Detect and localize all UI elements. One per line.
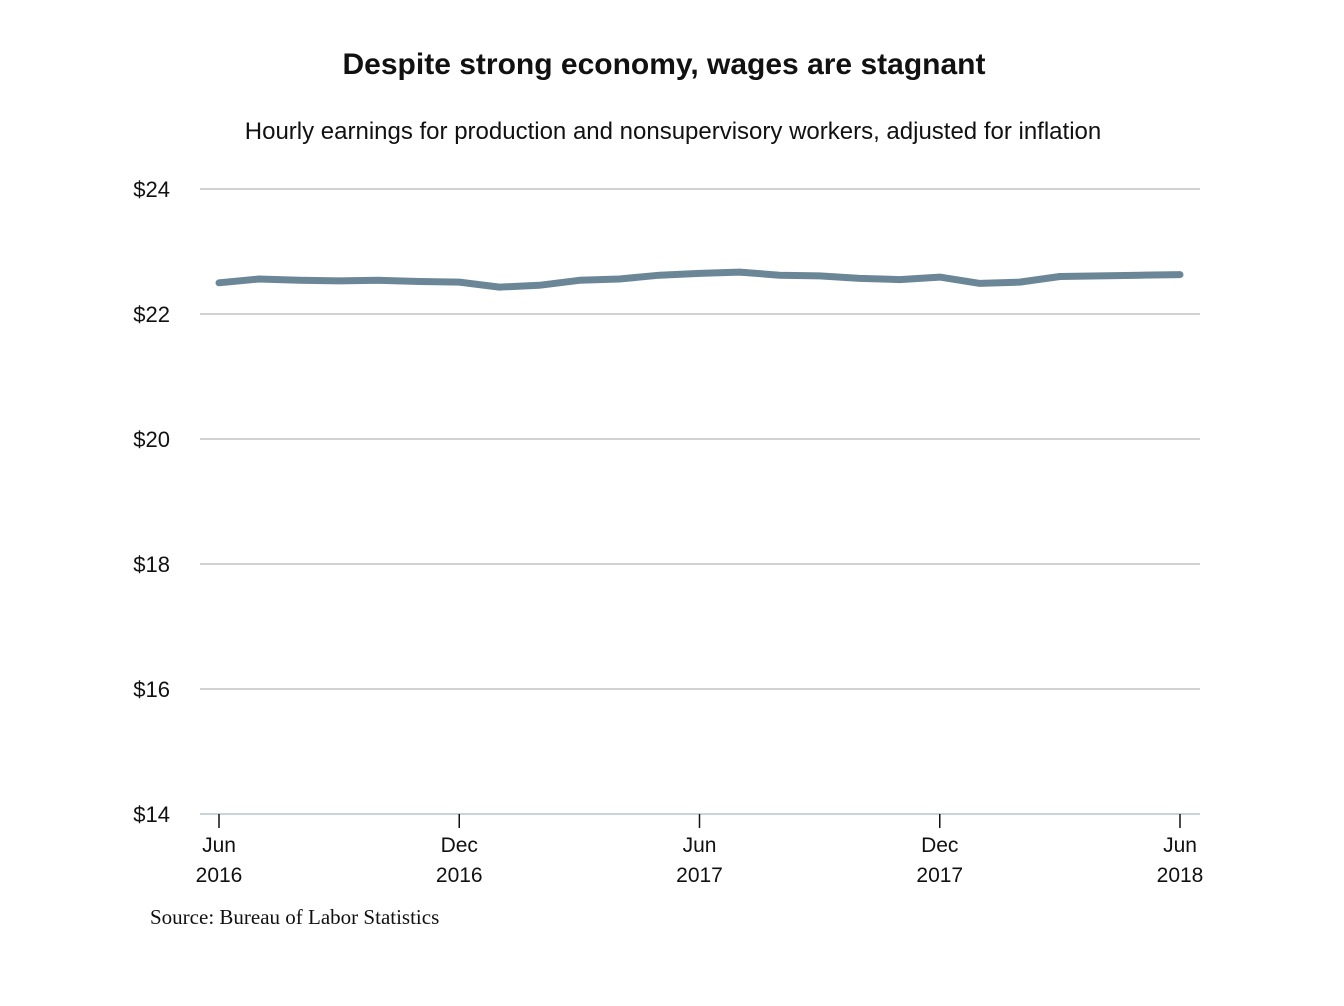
y-tick-label: $20: [133, 427, 170, 452]
chart-title: Despite strong economy, wages are stagna…: [342, 48, 986, 81]
y-tick-label: $22: [133, 302, 170, 327]
chart-subtitle: Hourly earnings for production and nonsu…: [244, 118, 1102, 145]
series-layer: [215, 268, 1184, 291]
y-tick-label: $16: [133, 677, 170, 702]
source-note: Source: Bureau of Labor Statistics: [150, 905, 440, 929]
x-tick-label-month: Dec: [441, 834, 478, 857]
x-tick-label-year: 2018: [1157, 864, 1204, 887]
x-tick-label-month: Jun: [202, 834, 236, 857]
x-tick-label-month: Jun: [683, 834, 717, 857]
x-tick-label-year: 2017: [916, 864, 963, 887]
y-axis: $24 $22 $20 $18 $16 $14: [133, 177, 170, 827]
x-tick-label-year: 2017: [676, 864, 723, 887]
x-tick-label-month: Dec: [921, 834, 958, 857]
x-tick-label-month: Jun: [1163, 834, 1197, 857]
y-tick-label: $14: [133, 802, 170, 827]
y-tick-label: $24: [133, 177, 170, 202]
x-tick-label-year: 2016: [196, 864, 243, 887]
y-tick-label: $18: [133, 552, 170, 577]
x-tick-label-year: 2016: [436, 864, 483, 887]
x-axis: Jun 2016 Dec 2016 Jun 2017 Dec 2017 Jun 2018: [196, 814, 1204, 887]
series-line: [215, 268, 1184, 291]
